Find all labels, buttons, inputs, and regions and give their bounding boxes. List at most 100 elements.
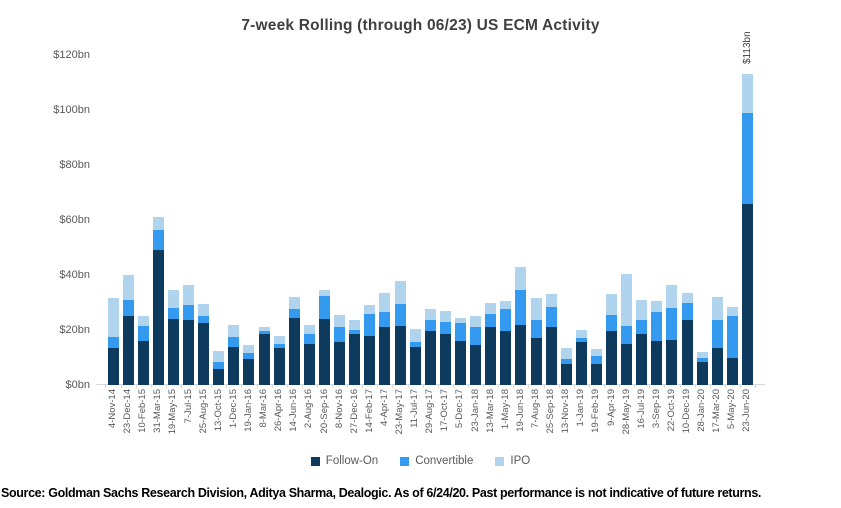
bar-segment-follow-on (258, 334, 270, 385)
bar-segment-ipo (394, 280, 406, 304)
bar-segment-convertible (107, 336, 119, 348)
bar-segment-convertible (530, 320, 542, 339)
bar-segment-ipo (515, 266, 527, 291)
x-axis-category-label: 5-Dec-17 (454, 389, 466, 429)
bar-segment-convertible (726, 316, 738, 358)
bar-segment-follow-on (213, 368, 225, 385)
bar-segment-ipo (167, 290, 179, 308)
x-axis-tick (573, 384, 575, 388)
bar-segment-convertible (681, 302, 693, 321)
bar-segment-follow-on (243, 358, 255, 385)
bar-segment-follow-on (107, 347, 119, 385)
bar-segment-ipo (485, 302, 497, 314)
x-axis-category-label: 14-Jun-16 (288, 389, 300, 432)
y-axis-tick-label: $20bn (59, 324, 90, 336)
bar-segment-follow-on (137, 341, 149, 385)
legend-item-ipo: IPO (495, 455, 530, 467)
x-axis-category-label: 8-Nov-16 (333, 389, 345, 429)
bar-segment-convertible (198, 316, 210, 324)
x-axis-tick (226, 384, 228, 388)
bar-segment-follow-on (394, 325, 406, 385)
bar-segment-convertible (183, 305, 195, 321)
bar-segment-follow-on (651, 341, 663, 385)
y-axis-tick-label: $120bn (53, 49, 90, 61)
bar-segment-follow-on (575, 342, 587, 385)
bar-segment-convertible (288, 309, 300, 318)
bar-segment-ipo (152, 217, 164, 230)
x-axis-category-label: 19-Feb-19 (590, 389, 602, 433)
bar-segment-ipo (288, 297, 300, 310)
x-axis-category-label: 19-May-15 (167, 389, 179, 435)
x-axis-tick (483, 384, 485, 388)
x-axis-category-label: 25-Sep-18 (545, 389, 557, 434)
bar-segment-convertible (439, 321, 451, 335)
x-axis-category-label: 26-Apr-16 (273, 389, 285, 432)
legend-item-follow-on: Follow-On (310, 455, 378, 467)
x-axis-tick (513, 384, 515, 388)
bar-segment-ipo (741, 74, 753, 113)
bar-segment-ipo (319, 290, 330, 296)
bar-segment-follow-on (379, 327, 391, 385)
x-axis-category-label: 9-Apr-19 (605, 389, 617, 426)
bar-segment-follow-on (334, 342, 346, 385)
bar-segment-ipo (575, 330, 587, 339)
bar-segment-convertible (319, 295, 330, 319)
bar-segment-convertible (228, 336, 240, 347)
y-axis-tick-label: $100bn (53, 104, 90, 116)
bar-segment-convertible (621, 325, 633, 344)
bar-segment-convertible (152, 229, 164, 251)
x-axis-tick (332, 384, 334, 388)
bar-segment-ipo (500, 301, 512, 310)
bar-segment-follow-on (666, 339, 678, 385)
bar-segment-convertible (636, 320, 648, 335)
x-axis-tick (347, 384, 349, 388)
y-axis-tick-label: $40bn (59, 269, 90, 281)
bar-segment-ipo (349, 320, 361, 330)
bar-segment-follow-on (530, 338, 542, 385)
y-axis-tick-label: $80bn (59, 159, 90, 171)
x-axis-category-label: 29-Aug-17 (424, 389, 436, 434)
x-axis-tick (679, 384, 681, 388)
x-axis-category-label: 25-Aug-15 (197, 389, 209, 434)
bar-segment-follow-on (545, 327, 557, 385)
bar-segment-ipo (424, 309, 436, 321)
bar-segment-convertible (575, 338, 587, 343)
x-axis-category-label: 1-May-18 (499, 389, 511, 430)
x-axis-tick (739, 384, 741, 388)
bar-segment-follow-on (741, 203, 753, 385)
legend-swatch-ipo (495, 456, 505, 466)
bar-segment-ipo (439, 310, 451, 322)
bar-segment-convertible (273, 343, 285, 348)
x-axis-tick (196, 384, 198, 388)
bar-segment-convertible (590, 356, 602, 365)
bar-segment-follow-on (711, 347, 723, 385)
bar-segment-follow-on (470, 345, 482, 385)
bar-segment-follow-on (319, 319, 330, 385)
bar-segment-follow-on (288, 317, 300, 385)
bar-segment-follow-on (485, 327, 497, 385)
bar-segment-convertible (303, 334, 315, 344)
bar-segment-follow-on (273, 347, 285, 385)
x-axis-tick (150, 384, 152, 388)
x-axis-category-label: 4-Apr-17 (378, 389, 390, 426)
bar-segment-follow-on (152, 250, 164, 385)
bar-segment-follow-on (122, 316, 134, 385)
x-axis-tick (211, 384, 213, 388)
bar-segment-convertible (515, 290, 527, 325)
bar-segment-ipo (470, 316, 482, 328)
x-axis-category-label: 10-Feb-15 (137, 389, 149, 433)
bar-segment-ipo (454, 317, 466, 324)
bar-segment-convertible (424, 320, 436, 332)
bar-segment-ipo (409, 328, 421, 343)
bar-segment-follow-on (349, 334, 361, 385)
bar-segment-ipo (545, 294, 557, 307)
bar-segment-convertible (545, 306, 557, 328)
bar-segment-ipo (530, 298, 542, 321)
x-axis-category-label: 19-Jan-16 (242, 389, 254, 432)
x-axis-category-label: 17-Oct-17 (439, 389, 451, 432)
x-axis-tick (271, 384, 273, 388)
bar-segment-follow-on (439, 334, 451, 385)
bar-segment-follow-on (681, 320, 693, 385)
x-axis-tick (377, 384, 379, 388)
